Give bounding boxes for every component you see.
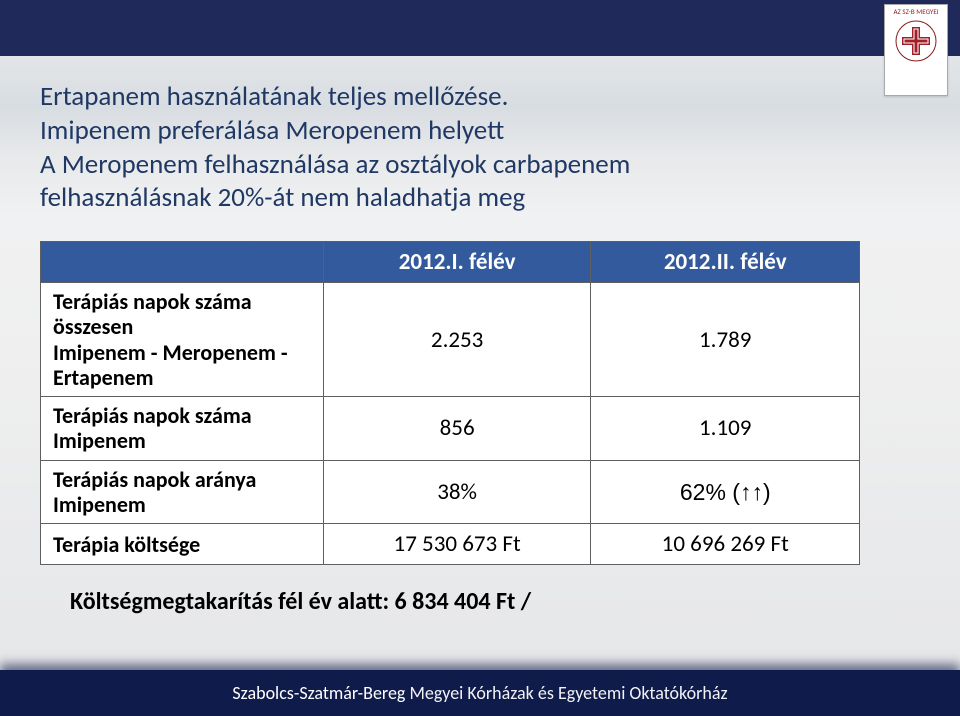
logo-top-text: AZ SZ-B MEGYEI [885, 5, 947, 16]
top-banner [0, 0, 960, 56]
table-header-col2: 2012.II. félév [591, 242, 860, 283]
row-value: 17 530 673 Ft [323, 524, 591, 565]
row-value: 1.109 [591, 397, 860, 461]
row-value: 856 [323, 397, 591, 461]
row-label: Terápiás napok aránya Imipenem [41, 460, 324, 524]
table-header-col1: 2012.I. félév [323, 242, 591, 283]
table-row: Terápiás napok száma összesen Imipenem -… [41, 283, 860, 397]
table-row: Terápia költsége 17 530 673 Ft 10 696 26… [41, 524, 860, 565]
footer-part2: Megyei Kórházak és Egyetemi Oktatókórház [409, 682, 727, 704]
heading-line-4: felhasználásnak 20%-át nem haladhatja me… [40, 181, 880, 215]
slide-content: Ertapanem használatának teljes mellőzése… [40, 80, 880, 616]
row-value: 10 696 269 Ft [591, 524, 860, 565]
logo-cross-icon [895, 20, 937, 62]
row-label-text: Terápiás napok száma összesen Imipenem -… [53, 288, 288, 391]
footer-bar: Szabolcs-Szatmár-Bereg Megyei Kórházak é… [0, 670, 960, 716]
heading-line-3: A Meropenem felhasználása az osztályok c… [40, 148, 880, 182]
row-label: Terápiás napok száma Imipenem [41, 397, 324, 461]
row-label: Terápiás napok száma összesen Imipenem -… [41, 283, 324, 397]
table-header-row: 2012.I. félév 2012.II. félév [41, 242, 860, 283]
row-value: 62% (↑↑) [591, 460, 860, 524]
row-label: Terápia költsége [41, 524, 324, 565]
footer-part1: Szabolcs-Szatmár-Bereg [232, 682, 409, 704]
row-value: 1.789 [591, 283, 860, 397]
org-logo: AZ SZ-B MEGYEI [884, 4, 948, 96]
table-header-blank [41, 242, 324, 283]
savings-line: Költségmegtakarítás fél év alatt: 6 834 … [40, 587, 880, 616]
heading-line-2: Imipenem preferálása Meropenem helyett [40, 114, 880, 148]
table-row: Terápiás napok aránya Imipenem 38% 62% (… [41, 460, 860, 524]
data-table: 2012.I. félév 2012.II. félév Terápiás na… [40, 241, 860, 565]
table-row: Terápiás napok száma Imipenem 856 1.109 [41, 397, 860, 461]
row-value: 2.253 [323, 283, 591, 397]
row-value: 38% [323, 460, 591, 524]
heading-line-1: Ertapanem használatának teljes mellőzése… [40, 80, 880, 114]
